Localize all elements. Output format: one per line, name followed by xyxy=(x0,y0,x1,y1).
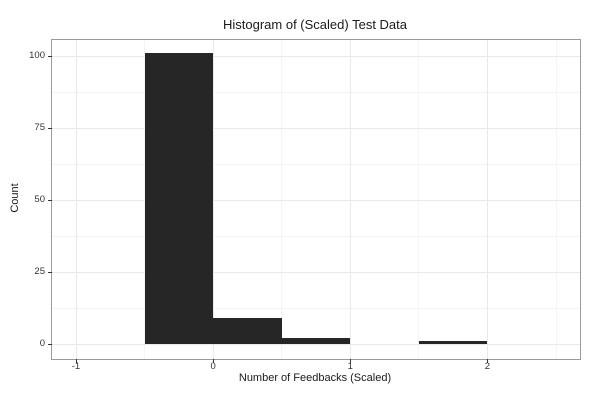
gridline-minor-x xyxy=(281,40,283,359)
x-tick-label: 1 xyxy=(347,361,353,372)
y-axis-tick xyxy=(48,55,52,57)
x-axis-title: Number of Feedbacks (Scaled) xyxy=(238,372,392,384)
histogram-bar xyxy=(418,341,488,345)
y-axis-tick xyxy=(48,127,52,129)
y-axis-tick xyxy=(48,271,52,273)
gridline-minor-y xyxy=(52,163,580,165)
gridline-minor-x xyxy=(418,40,420,359)
y-tick-label: 25 xyxy=(34,266,45,278)
y-tick-label: 75 xyxy=(34,122,45,134)
gridline-minor-y xyxy=(52,235,580,237)
gridline-major-x xyxy=(75,40,77,359)
gridline-major-y xyxy=(52,343,580,345)
gridline-major-y xyxy=(52,55,580,57)
y-tick-label: 0 xyxy=(39,338,45,350)
gridline-major-x xyxy=(212,40,214,359)
gridline-major-y xyxy=(52,271,580,273)
gridline-major-x xyxy=(349,40,351,359)
x-tick-label: -1 xyxy=(71,361,81,372)
gridline-minor-y xyxy=(52,307,580,309)
gridline-minor-y xyxy=(52,91,580,93)
x-tick-label: 2 xyxy=(484,361,491,372)
plot-panel: 0 25 50 75 100 -1 0 1 2 xyxy=(29,39,581,372)
gridline-minor-x xyxy=(555,40,557,359)
x-axis-tick xyxy=(212,359,214,363)
y-tick-label: 50 xyxy=(34,194,45,206)
gridline-major-x xyxy=(486,40,488,359)
x-axis-tick xyxy=(75,359,77,363)
x-axis-tick xyxy=(349,359,351,363)
x-axis-tick xyxy=(486,359,488,363)
x-tick-label: 0 xyxy=(210,361,216,372)
y-axis-tick xyxy=(48,199,52,201)
chart-title: Histogram of (Scaled) Test Data xyxy=(223,17,407,32)
histogram-bar xyxy=(144,53,214,345)
histogram-bar xyxy=(213,318,282,345)
gridline-major-y xyxy=(52,127,580,129)
y-tick-label: 100 xyxy=(29,50,45,62)
y-axis-tick xyxy=(48,343,52,345)
gridline-major-y xyxy=(52,199,580,201)
histogram-bar xyxy=(281,338,351,345)
